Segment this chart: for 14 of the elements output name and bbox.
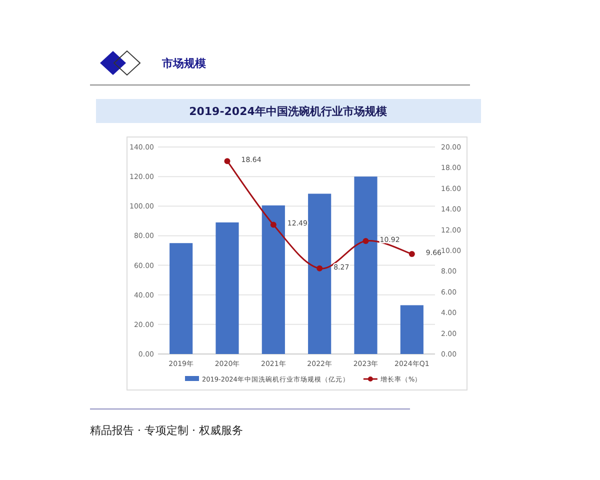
bar (308, 194, 332, 354)
chart-title: 2019-2024年中国洗碗机行业市场规模 (189, 105, 388, 118)
bar (262, 205, 285, 354)
text: 精品报告 · 专项定制 · 权威服务 (90, 424, 243, 437)
point (316, 265, 323, 272)
chart-subtitle: 市场规模 (161, 57, 207, 70)
bar (170, 243, 193, 354)
bar (400, 305, 424, 354)
bar (216, 222, 239, 354)
point (408, 251, 415, 258)
bar (354, 176, 378, 354)
point (362, 238, 369, 244)
point (224, 158, 230, 164)
point (270, 222, 276, 228)
